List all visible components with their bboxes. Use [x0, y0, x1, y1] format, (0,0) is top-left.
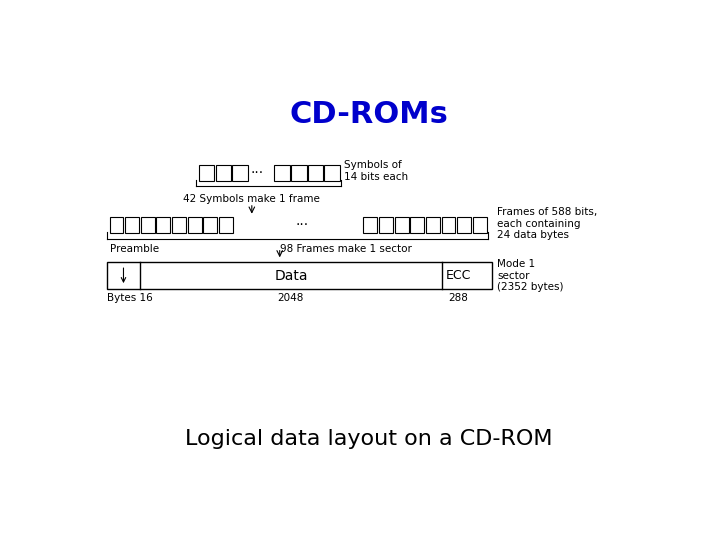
Text: CD-ROMs: CD-ROMs [289, 100, 449, 129]
Text: 288: 288 [449, 294, 468, 303]
Bar [395, 218, 409, 233]
Text: Symbols of
14 bits each: Symbols of 14 bits each [344, 160, 408, 181]
Bar [188, 218, 202, 233]
Bar [379, 218, 393, 233]
Text: Preamble: Preamble [109, 244, 158, 254]
Bar [473, 218, 487, 233]
Text: Mode 1
sector
(2352 bytes): Mode 1 sector (2352 bytes) [498, 259, 564, 292]
Bar [109, 218, 124, 233]
Bar [410, 218, 424, 233]
Text: ···: ··· [295, 218, 309, 232]
Text: 2048: 2048 [278, 294, 304, 303]
Text: ···: ··· [251, 166, 264, 180]
Text: 42 Symbols make 1 frame: 42 Symbols make 1 frame [184, 194, 320, 204]
Text: Data: Data [274, 268, 307, 282]
Text: Bytes 16: Bytes 16 [107, 294, 153, 303]
Bar [324, 165, 340, 181]
Text: Frames of 588 bits,
each containing
24 data bytes: Frames of 588 bits, each containing 24 d… [498, 207, 598, 240]
Text: 98 Frames make 1 sector: 98 Frames make 1 sector [280, 244, 412, 254]
Text: ECC: ECC [446, 269, 471, 282]
Bar [307, 165, 323, 181]
Bar [125, 218, 139, 233]
Text: Logical data layout on a CD-ROM: Logical data layout on a CD-ROM [185, 429, 553, 449]
Bar [219, 218, 233, 233]
Bar [274, 165, 289, 181]
Bar [441, 218, 456, 233]
Bar [141, 218, 155, 233]
Bar [156, 218, 171, 233]
Bar [233, 165, 248, 181]
Bar [172, 218, 186, 233]
Bar [291, 165, 307, 181]
Bar [107, 262, 492, 289]
Bar [426, 218, 440, 233]
Bar [203, 218, 217, 233]
Bar [364, 218, 377, 233]
Bar [215, 165, 231, 181]
Bar [199, 165, 215, 181]
Bar [457, 218, 471, 233]
